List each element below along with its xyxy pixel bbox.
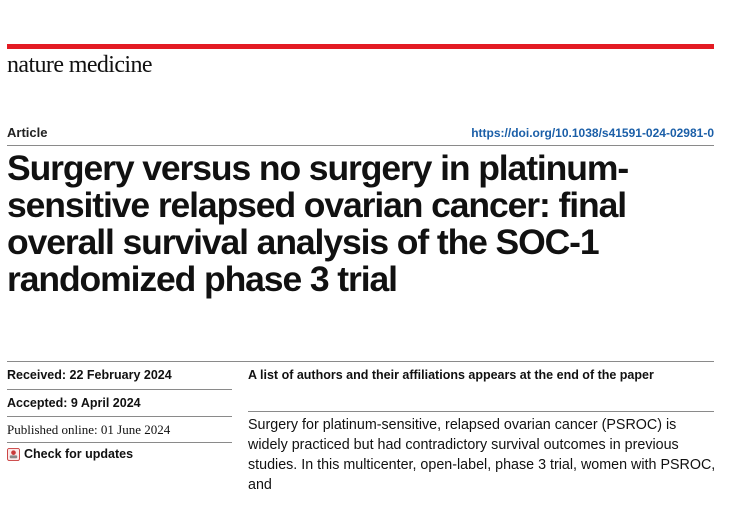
header-divider	[7, 145, 714, 146]
check-for-updates-button[interactable]: Check for updates	[7, 447, 133, 461]
article-type-label: Article	[7, 125, 48, 140]
check-for-updates-icon	[7, 447, 20, 461]
meta-divider	[7, 442, 232, 443]
meta-divider	[7, 416, 232, 417]
published-date: Published online: 01 June 2024	[7, 422, 171, 437]
check-for-updates-label: Check for updates	[24, 447, 134, 461]
abstract-divider	[248, 411, 714, 412]
authors-affiliations-note: A list of authors and their affiliations…	[248, 368, 654, 382]
accepted-date: Accepted: 9 April 2024	[7, 396, 141, 410]
received-date: Received: 22 February 2024	[7, 368, 172, 382]
meta-divider	[7, 389, 232, 390]
meta-divider-top	[7, 361, 714, 362]
article-title: Surgery versus no surgery in platinum-se…	[7, 148, 629, 299]
abstract-text: Surgery for platinum-sensitive, relapsed…	[248, 417, 716, 493]
journal-brand-bar	[7, 44, 714, 49]
doi-link[interactable]: https://doi.org/10.1038/s41591-024-02981…	[471, 126, 714, 140]
journal-name: nature medicine	[7, 52, 153, 78]
